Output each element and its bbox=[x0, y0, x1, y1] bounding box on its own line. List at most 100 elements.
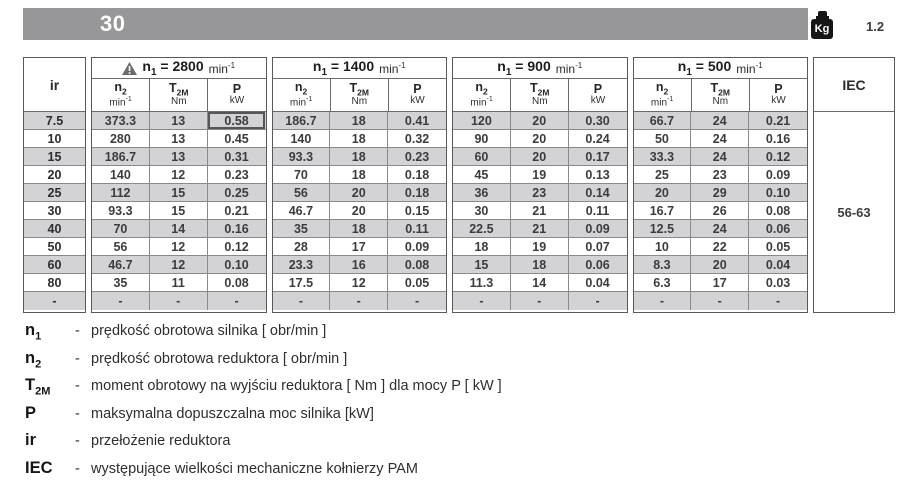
ir-cell: 60 bbox=[24, 256, 85, 274]
value-cell: 19 bbox=[511, 238, 569, 255]
value-cell: 18 bbox=[330, 130, 389, 147]
value-cell: 13 bbox=[150, 148, 208, 165]
value-cell: - bbox=[453, 292, 511, 310]
value-cell: 16.7 bbox=[634, 202, 692, 219]
value-cell: 0.16 bbox=[224, 221, 249, 236]
table-row: 20 29 0.10 bbox=[633, 184, 807, 202]
legend-item-p: P - maksymalna dopuszczalna moc silnika … bbox=[25, 403, 374, 422]
table-row: 140 12 0.23 bbox=[92, 166, 266, 184]
value-cell: 0.23 bbox=[404, 149, 430, 164]
value-cell: 0.12 bbox=[224, 239, 249, 254]
table-row: 112 15 0.25 bbox=[92, 184, 266, 202]
col-header-t2m: T2M Nm bbox=[150, 79, 209, 111]
value-cell: 112 bbox=[92, 184, 150, 201]
table-row: 50 24 0.16 bbox=[633, 130, 807, 148]
group-body: 186.7 18 0.41 140 18 0.32 93.3 18 0.23 70 18 0.18 56… bbox=[272, 112, 446, 310]
value-cell: 0.09 bbox=[765, 167, 791, 182]
ir-cell: - bbox=[24, 292, 85, 310]
value-cell: 0.21 bbox=[224, 203, 249, 218]
value-cell: 0.04 bbox=[585, 275, 610, 290]
col-header-t2m: T2M Nm bbox=[692, 79, 750, 111]
col-header-t2m: T2M Nm bbox=[511, 79, 570, 111]
value-cell: 35 bbox=[273, 220, 331, 237]
value-cell: 29 bbox=[691, 184, 750, 201]
col-header-n2: n2 min-1 bbox=[453, 79, 512, 111]
value-cell: 0.31 bbox=[224, 149, 249, 164]
value-cell: 0.17 bbox=[585, 149, 610, 164]
iec-column: IEC 56-63 bbox=[813, 57, 895, 313]
ir-column-header: ir bbox=[24, 58, 85, 112]
value-cell: 90 bbox=[453, 130, 511, 147]
ir-body: 7.5 10 15 20 25 30 40 50 60 80- bbox=[24, 112, 85, 310]
ir-column: ir 7.5 10 15 20 25 30 40 50 60 80- bbox=[23, 57, 86, 313]
table-row: 22.5 21 0.09 bbox=[453, 220, 627, 238]
value-cell: 0.45 bbox=[224, 131, 249, 146]
value-cell: 23.3 bbox=[273, 256, 331, 273]
value-cell: 23 bbox=[511, 184, 569, 201]
value-cell: 50 bbox=[634, 130, 692, 147]
value-cell: - bbox=[414, 294, 420, 308]
value-cell: 0.03 bbox=[765, 275, 791, 290]
value-cell: 20 bbox=[691, 256, 750, 273]
value-cell: 30 bbox=[453, 202, 511, 219]
value-cell: - bbox=[330, 292, 389, 310]
value-cell: 33.3 bbox=[634, 148, 692, 165]
value-cell: 20 bbox=[511, 112, 569, 129]
value-cell: - bbox=[691, 292, 750, 310]
value-cell: 20 bbox=[634, 184, 692, 201]
table-row: 120 20 0.30 bbox=[453, 112, 627, 130]
value-cell: 15 bbox=[150, 184, 208, 201]
ir-cell: 7.5 bbox=[24, 112, 85, 130]
ir-cell: 15 bbox=[24, 148, 85, 166]
value-cell: 20 bbox=[511, 148, 569, 165]
table-row: 93.3 15 0.21 bbox=[92, 202, 266, 220]
table-row: 70 14 0.16 bbox=[92, 220, 266, 238]
value-cell: 280 bbox=[92, 130, 150, 147]
value-cell: 0.08 bbox=[224, 275, 249, 290]
table-row: 23.3 16 0.08 bbox=[272, 256, 446, 274]
value-cell: 0.32 bbox=[404, 131, 430, 146]
value-cell: 24 bbox=[691, 148, 750, 165]
value-cell: 22.5 bbox=[453, 220, 511, 237]
value-cell: 26 bbox=[691, 202, 750, 219]
ir-cell: 30 bbox=[24, 202, 85, 220]
table-row: 90 20 0.24 bbox=[453, 130, 627, 148]
value-cell: 17 bbox=[691, 274, 750, 291]
value-cell: 14 bbox=[511, 274, 569, 291]
value-cell: 56 bbox=[92, 238, 150, 255]
table-row: 66.7 24 0.21 bbox=[633, 112, 807, 130]
value-cell: 18 bbox=[330, 220, 389, 237]
value-cell: 18 bbox=[453, 238, 511, 255]
value-cell: 0.24 bbox=[585, 131, 610, 146]
value-cell: 35 bbox=[92, 274, 150, 291]
table-row: 36 23 0.14 bbox=[453, 184, 627, 202]
value-cell: 12 bbox=[150, 256, 208, 273]
value-cell: 0.18 bbox=[404, 167, 430, 182]
value-cell: 28 bbox=[273, 238, 331, 255]
col-header-n2: n2 min-1 bbox=[634, 79, 692, 111]
ir-cell: 10 bbox=[24, 130, 85, 148]
value-cell: 16 bbox=[330, 256, 389, 273]
table-row: 16.7 26 0.08 bbox=[633, 202, 807, 220]
value-cell: 18 bbox=[511, 256, 569, 273]
model-number: 30 bbox=[100, 11, 126, 36]
value-cell: 0.30 bbox=[585, 113, 610, 128]
table-row: 46.7 12 0.10 bbox=[92, 256, 266, 274]
group-header: n1 = 2800 min-1 bbox=[92, 58, 266, 79]
table-row: 35 18 0.11 bbox=[272, 220, 446, 238]
value-cell: 0.10 bbox=[765, 185, 791, 200]
value-cell: - bbox=[234, 294, 239, 308]
value-cell: 0.07 bbox=[585, 239, 610, 254]
value-cell: 0.05 bbox=[404, 275, 430, 290]
value-cell: 24 bbox=[691, 220, 750, 237]
table-row: 373.3 13 0.58 bbox=[92, 112, 266, 130]
value-cell: - bbox=[595, 294, 600, 308]
value-cell: 0.11 bbox=[405, 221, 429, 236]
value-cell: 0.14 bbox=[585, 185, 610, 200]
table-row: 93.3 18 0.23 bbox=[272, 148, 446, 166]
